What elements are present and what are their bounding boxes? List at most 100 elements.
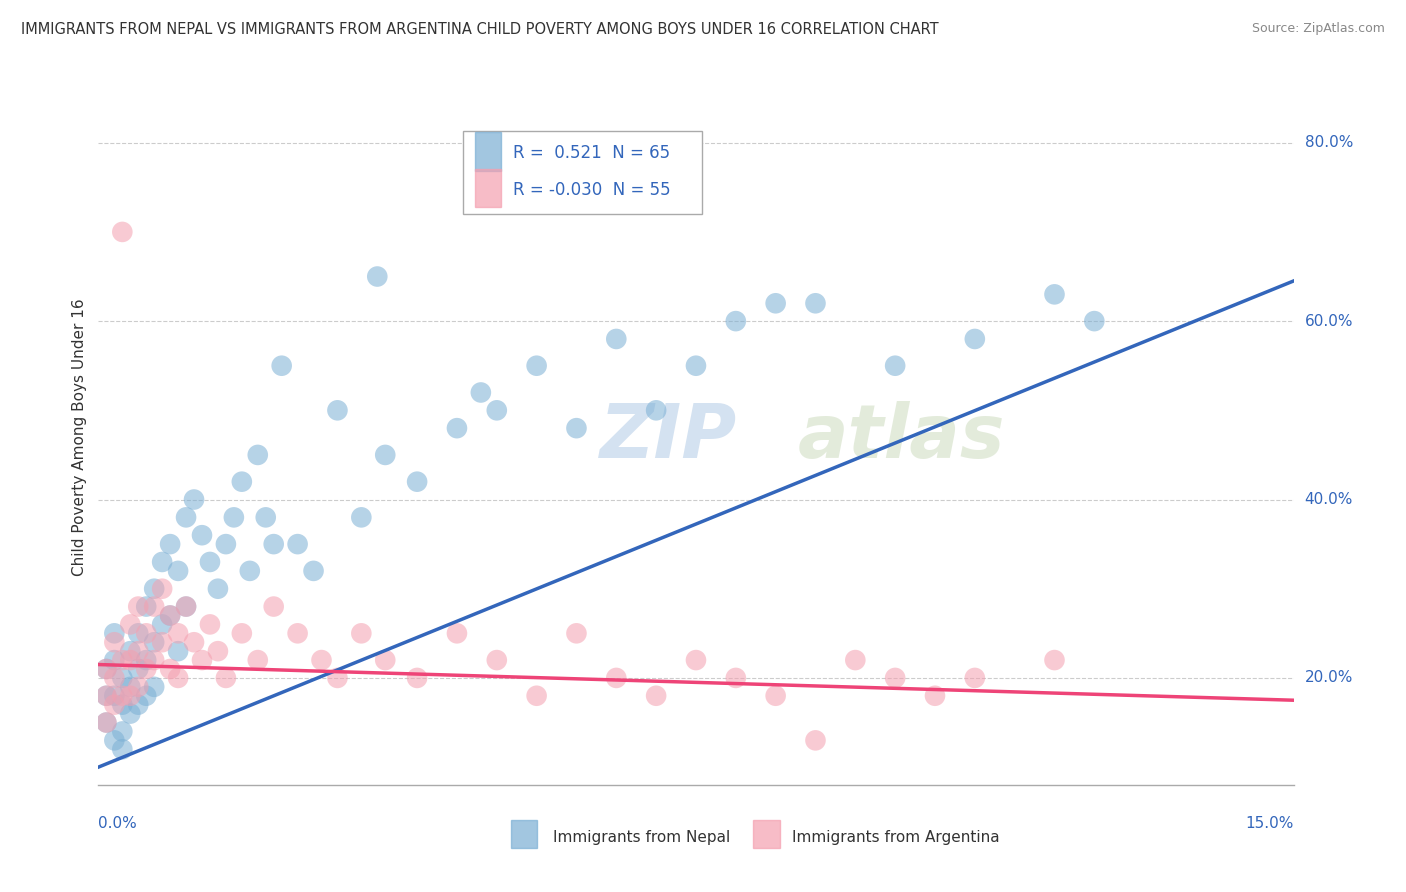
Point — [159, 662, 181, 676]
Point — [127, 698, 149, 712]
Point — [120, 680, 142, 694]
Point — [685, 359, 707, 373]
Point — [135, 689, 157, 703]
Point — [287, 626, 309, 640]
Point — [645, 403, 668, 417]
Point — [884, 359, 907, 373]
Point — [350, 626, 373, 640]
Point — [685, 653, 707, 667]
Point — [159, 608, 181, 623]
Point — [135, 599, 157, 614]
Point — [96, 689, 118, 703]
Text: 20.0%: 20.0% — [1305, 671, 1353, 685]
Point — [120, 644, 142, 658]
Point — [446, 421, 468, 435]
Point — [446, 626, 468, 640]
Point — [231, 626, 253, 640]
Point — [406, 475, 429, 489]
Text: 40.0%: 40.0% — [1305, 492, 1353, 507]
Point — [263, 537, 285, 551]
Text: R = -0.030  N = 55: R = -0.030 N = 55 — [513, 181, 671, 199]
Point — [111, 742, 134, 756]
Point — [111, 724, 134, 739]
Point — [1043, 287, 1066, 301]
Point — [1043, 653, 1066, 667]
Bar — [475, 132, 501, 170]
Text: IMMIGRANTS FROM NEPAL VS IMMIGRANTS FROM ARGENTINA CHILD POVERTY AMONG BOYS UNDE: IMMIGRANTS FROM NEPAL VS IMMIGRANTS FROM… — [21, 22, 939, 37]
Point — [143, 680, 166, 694]
Point — [167, 644, 190, 658]
Point — [143, 582, 166, 596]
Text: 60.0%: 60.0% — [1305, 314, 1353, 328]
Point — [198, 617, 221, 632]
Point — [605, 671, 627, 685]
Text: ZIP: ZIP — [600, 401, 738, 474]
Point — [263, 599, 285, 614]
Point — [326, 671, 349, 685]
Point — [150, 635, 173, 649]
Point — [127, 662, 149, 676]
Text: R =  0.521  N = 65: R = 0.521 N = 65 — [513, 145, 671, 162]
Point — [159, 608, 181, 623]
Point — [96, 715, 118, 730]
Point — [605, 332, 627, 346]
Point — [884, 671, 907, 685]
Bar — [510, 820, 537, 847]
Point — [120, 617, 142, 632]
Point — [963, 671, 986, 685]
Point — [374, 653, 396, 667]
Point — [191, 653, 214, 667]
Point — [191, 528, 214, 542]
Point — [174, 599, 197, 614]
Bar — [754, 820, 780, 847]
Text: Source: ZipAtlas.com: Source: ZipAtlas.com — [1251, 22, 1385, 36]
Point — [1083, 314, 1105, 328]
Point — [302, 564, 325, 578]
Point — [111, 671, 134, 685]
Point — [485, 653, 508, 667]
Point — [246, 448, 269, 462]
Point — [167, 671, 190, 685]
Point — [254, 510, 277, 524]
Point — [526, 689, 548, 703]
Point — [103, 733, 125, 747]
Point — [103, 671, 125, 685]
Point — [246, 653, 269, 667]
Point — [374, 448, 396, 462]
Point — [924, 689, 946, 703]
Point — [103, 653, 125, 667]
Point — [103, 698, 125, 712]
Point — [326, 403, 349, 417]
Point — [765, 689, 787, 703]
Point — [231, 475, 253, 489]
Point — [120, 706, 142, 721]
Point — [127, 680, 149, 694]
Text: Immigrants from Nepal: Immigrants from Nepal — [553, 830, 730, 845]
Point — [565, 626, 588, 640]
Point — [804, 733, 827, 747]
Point — [270, 359, 292, 373]
Point — [183, 492, 205, 507]
Point — [167, 564, 190, 578]
Text: atlas: atlas — [797, 401, 1005, 474]
Point — [96, 689, 118, 703]
Point — [183, 635, 205, 649]
Bar — [475, 169, 501, 208]
Point — [120, 653, 142, 667]
Point — [150, 582, 173, 596]
Point — [207, 644, 229, 658]
Point — [406, 671, 429, 685]
Point — [174, 510, 197, 524]
Point — [645, 689, 668, 703]
Point — [215, 671, 238, 685]
Point — [526, 359, 548, 373]
Point — [470, 385, 492, 400]
Point — [287, 537, 309, 551]
Point — [239, 564, 262, 578]
Point — [198, 555, 221, 569]
Point — [111, 689, 134, 703]
Point — [135, 626, 157, 640]
Point — [765, 296, 787, 310]
Point — [724, 671, 747, 685]
Point — [167, 626, 190, 640]
